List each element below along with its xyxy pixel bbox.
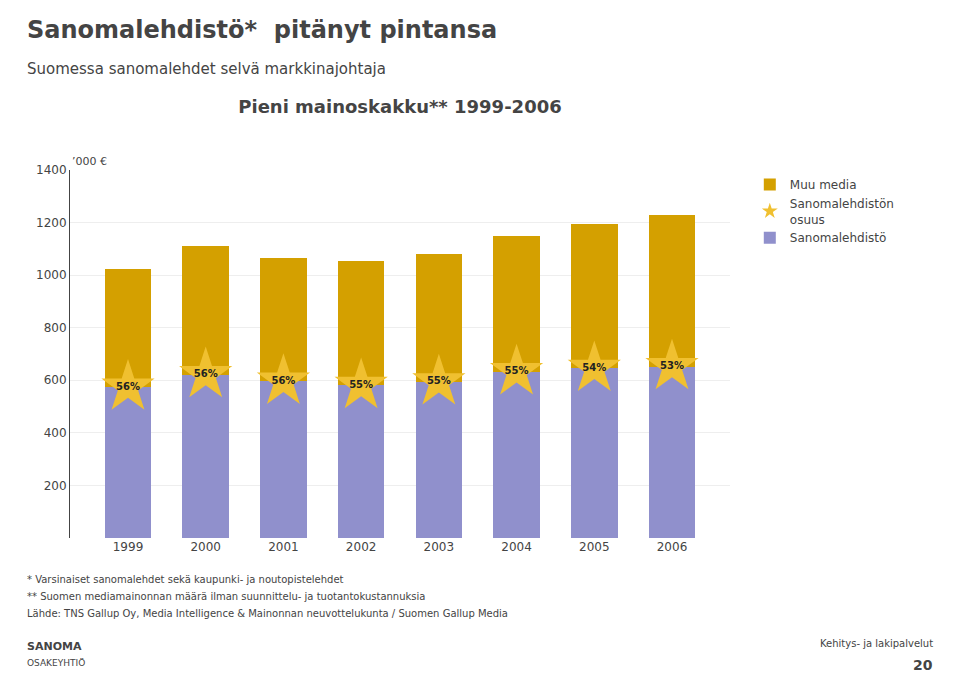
svg-text:56%: 56%	[116, 381, 140, 392]
svg-text:800: 800	[44, 321, 67, 335]
svg-text:2001: 2001	[268, 540, 299, 554]
svg-text:55%: 55%	[505, 365, 529, 376]
svg-text:Kehitys- ja lakipalvelut: Kehitys- ja lakipalvelut	[820, 638, 933, 649]
svg-text:2004: 2004	[501, 540, 532, 554]
svg-text:53%: 53%	[660, 360, 684, 371]
svg-text:200: 200	[44, 479, 67, 493]
svg-text:56%: 56%	[271, 375, 295, 386]
svg-text:1400: 1400	[36, 163, 67, 177]
svg-text:2006: 2006	[657, 540, 688, 554]
svg-text:** Suomen mediamainonnan määrä: ** Suomen mediamainonnan määrä ilman suu…	[27, 591, 425, 602]
svg-text:400: 400	[44, 426, 67, 440]
svg-text:1999: 1999	[113, 540, 144, 554]
svg-text:Sanomalehdistö: Sanomalehdistö	[790, 231, 887, 245]
svg-text:SANOMA: SANOMA	[27, 640, 82, 653]
svg-text:2003: 2003	[424, 540, 455, 554]
svg-text:1200: 1200	[36, 216, 67, 230]
svg-text:2002: 2002	[346, 540, 377, 554]
svg-text:55%: 55%	[349, 379, 373, 390]
svg-text:Suomessa sanomalehdet selvä ma: Suomessa sanomalehdet selvä markkinajoht…	[27, 60, 386, 78]
svg-text:20: 20	[913, 657, 933, 673]
svg-text:600: 600	[44, 373, 67, 387]
svg-text:55%: 55%	[427, 375, 451, 386]
svg-text:56%: 56%	[194, 368, 218, 379]
svg-text:Lähde: TNS Gallup Oy, Media In: Lähde: TNS Gallup Oy, Media Intelligence…	[27, 608, 508, 619]
svg-text:* Varsinaiset sanomalehdet sek: * Varsinaiset sanomalehdet sekä kaupunki…	[27, 574, 344, 585]
svg-text:2000: 2000	[190, 540, 221, 554]
svg-text:’000 €: ’000 €	[72, 155, 107, 168]
svg-text:2005: 2005	[579, 540, 610, 554]
svg-text:OSAKEYHTIÖ: OSAKEYHTIÖ	[27, 658, 85, 668]
svg-text:Sanomalehdistönosuus: Sanomalehdistönosuus	[790, 197, 894, 227]
svg-text:54%: 54%	[582, 362, 606, 373]
svg-text:Muu media: Muu media	[790, 178, 857, 192]
svg-text:Sanomalehdistö* pitänyt pinta: Sanomalehdistö* pitänyt pintansa	[27, 16, 497, 44]
svg-text:Pieni mainoskakku** 1999-2006: Pieni mainoskakku** 1999-2006	[238, 96, 561, 117]
svg-text:1000: 1000	[36, 268, 67, 282]
